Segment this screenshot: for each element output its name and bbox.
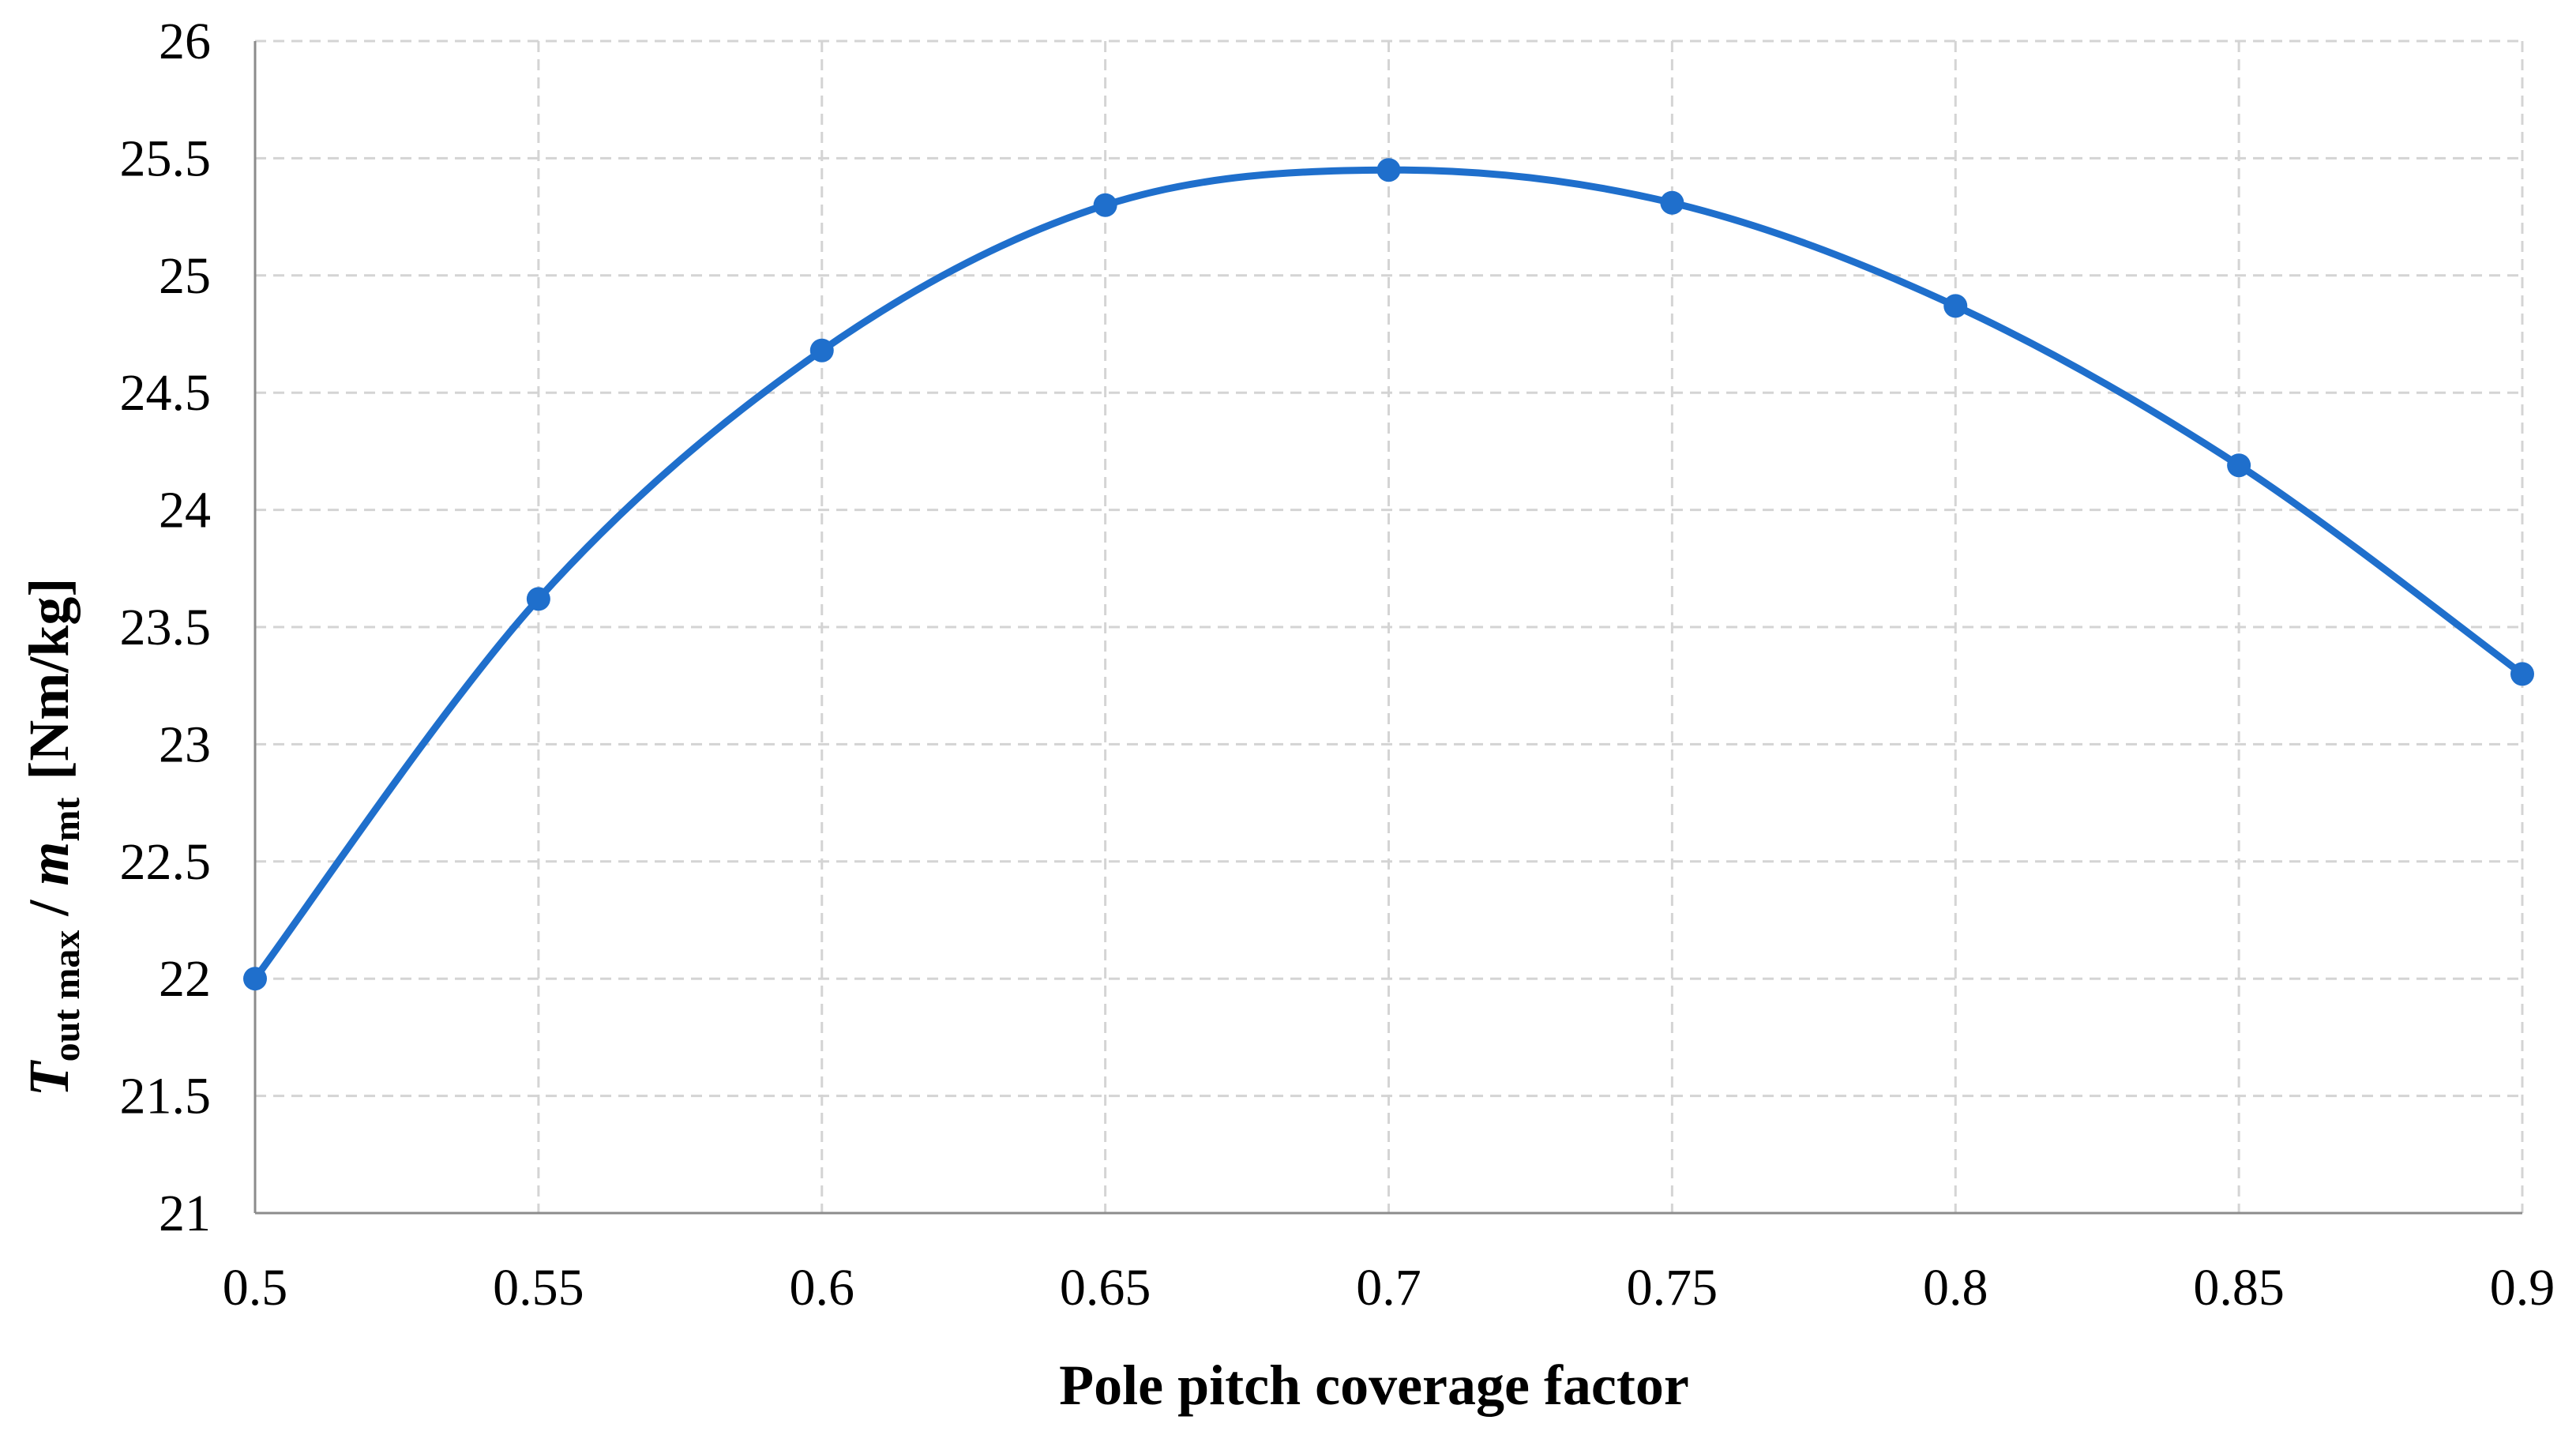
data-point [2227, 453, 2251, 478]
y-axis-title-unit: [Nm/kg] [17, 578, 81, 780]
y-axis-title-subscript-2: mt [46, 798, 88, 842]
x-tick-label: 0.9 [2490, 1259, 2555, 1317]
y-axis-title-slash: / [17, 886, 81, 930]
data-point [2510, 662, 2534, 686]
y-tick-label: 25 [159, 247, 211, 305]
x-tick-label: 0.6 [790, 1259, 855, 1317]
data-point [1660, 190, 1684, 215]
y-tick-label: 26 [159, 13, 211, 70]
x-tick-label: 0.85 [2193, 1259, 2285, 1317]
y-tick-label: 25.5 [120, 130, 212, 187]
x-tick-label: 0.8 [1923, 1259, 1988, 1317]
tick-labels: 21 21.5 22 22.5 23 23.5 24 24.5 25 25.5 26 0.5 0.55 0… [120, 13, 2555, 1317]
y-tick-label: 24 [159, 482, 211, 539]
y-tick-label: 21.5 [120, 1068, 212, 1125]
data-point [243, 967, 267, 991]
data-point [1093, 193, 1117, 217]
y-axis-title: Tout max / mmt [Nm/kg] [17, 578, 88, 1097]
x-tick-label: 0.65 [1060, 1259, 1151, 1317]
y-tick-label: 23.5 [120, 599, 212, 656]
y-tick-label: 24.5 [120, 364, 212, 422]
x-tick-label: 0.55 [493, 1259, 584, 1317]
x-tick-label: 0.75 [1627, 1259, 1718, 1317]
y-axis-title-symbol-t: T [17, 1059, 81, 1096]
x-tick-label: 0.5 [223, 1259, 288, 1317]
y-axis-title-symbol-m: m [17, 842, 81, 886]
data-point [809, 338, 834, 363]
x-tick-label: 0.7 [1356, 1259, 1421, 1317]
y-tick-label: 23 [159, 716, 211, 773]
data-point [526, 587, 550, 611]
series-line [251, 166, 2526, 982]
y-tick-label: 21 [159, 1185, 211, 1242]
series-layer [243, 158, 2534, 991]
data-point [1943, 294, 1968, 318]
grid [255, 39, 2524, 1213]
y-axis-title-subscript-1: out max [46, 930, 88, 1062]
y-tick-label: 22.5 [120, 833, 212, 891]
data-point [1376, 158, 1401, 182]
axes [253, 41, 2522, 1215]
x-axis-title: Pole pitch coverage factor [1059, 1354, 1689, 1417]
y-tick-label: 22 [159, 950, 211, 1008]
